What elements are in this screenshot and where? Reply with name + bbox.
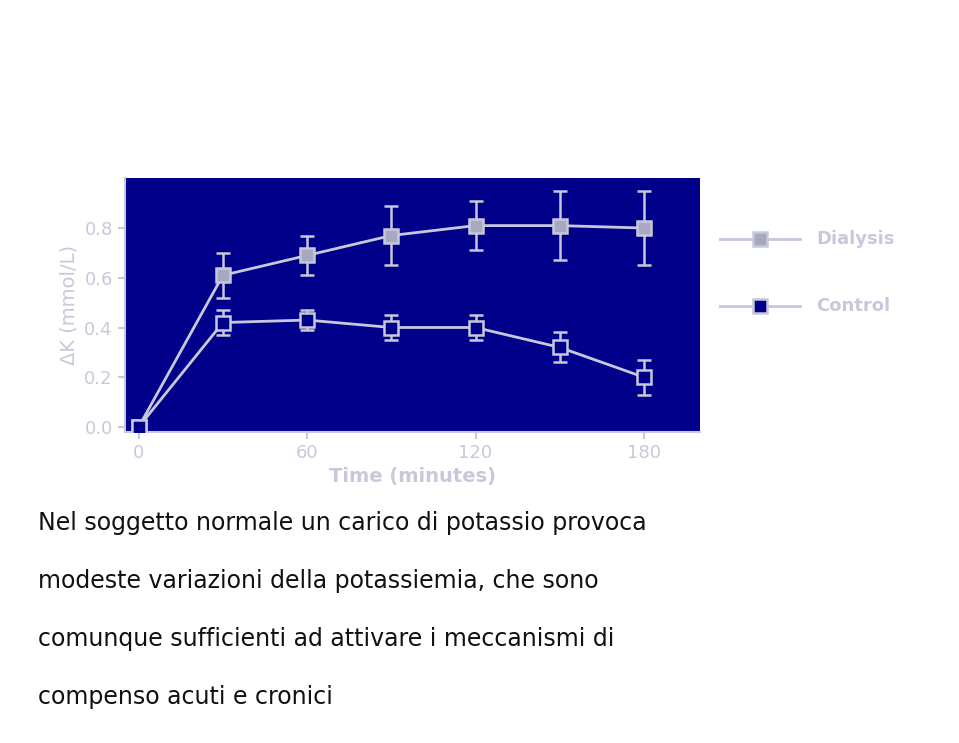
- Y-axis label: ΔK (mmol/L): ΔK (mmol/L): [59, 245, 79, 366]
- Text: compenso acuti e cronici: compenso acuti e cronici: [38, 685, 333, 709]
- Text: Dialysis: Dialysis: [816, 230, 895, 248]
- Text: modeste variazioni della potassiemia, che sono: modeste variazioni della potassiemia, ch…: [38, 569, 599, 593]
- Text: Control: Control: [816, 297, 890, 315]
- Text: Redistribuzione cellulare del potassio: Redistribuzione cellulare del potassio: [126, 23, 833, 56]
- Text: comunque sufficienti ad attivare i meccanismi di: comunque sufficienti ad attivare i mecca…: [38, 627, 615, 651]
- Text: e adattamento ad un carico acuto: e adattamento ad un carico acuto: [162, 85, 797, 118]
- X-axis label: Time (minutes): Time (minutes): [329, 467, 496, 486]
- Text: Nel soggetto normale un carico di potassio provoca: Nel soggetto normale un carico di potass…: [38, 511, 647, 535]
